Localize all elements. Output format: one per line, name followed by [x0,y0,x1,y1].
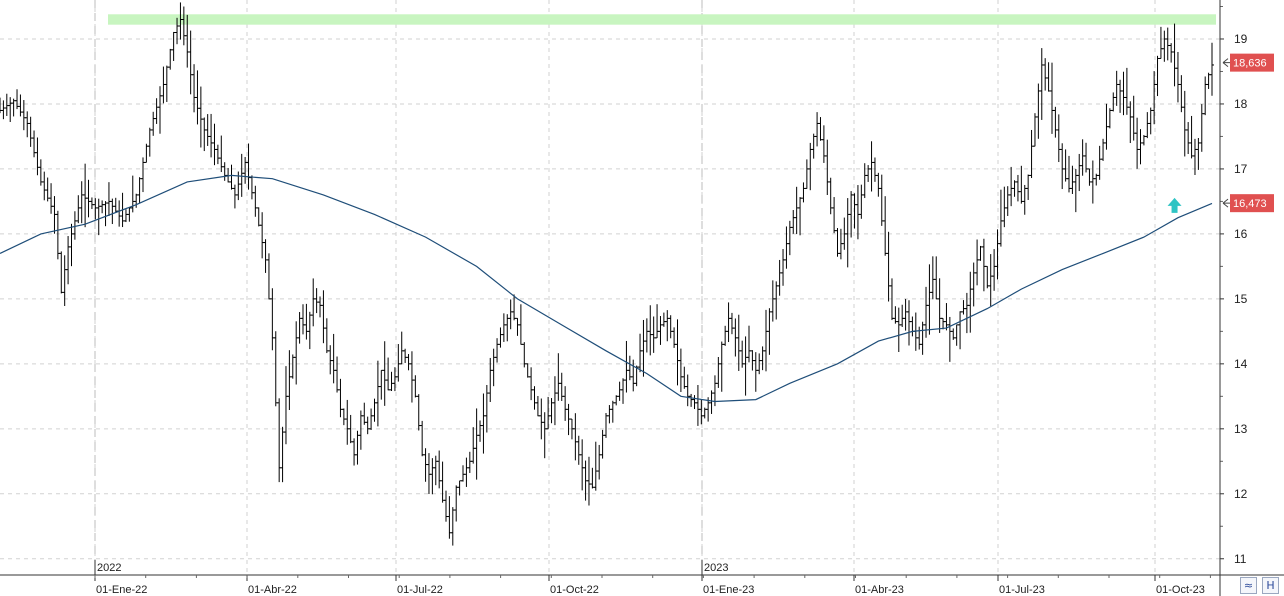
x-tick-label: 01-Jul-23 [999,584,1045,596]
year-label: 2023 [704,562,728,574]
last-price-tag-box [1230,53,1274,72]
save-icon[interactable]: H [1262,577,1279,594]
x-tick-label: 01-Abr-22 [248,584,297,596]
moving-average-group [0,174,1213,403]
y-tick-label: 16 [1234,227,1248,241]
signal-arrow-group [1167,197,1182,213]
moving-average-tag-label: 16,473 [1233,198,1267,210]
y-tick-label: 12 [1234,487,1248,501]
x-tick-label: 01-Jul-22 [397,584,443,596]
last-price-tag-label: 18,636 [1233,58,1267,70]
x-axis: 01-Ene-22 01-Abr-22 01-Jul-22 01-Oct-22 01-E… [0,560,1284,596]
y-tick-label: 11 [1234,552,1247,566]
resistance-band-group [108,14,1216,25]
moving-average-tag-box [1230,194,1274,213]
grid [0,0,1220,575]
y-tick-label: 17 [1234,162,1248,176]
moving-average-line [0,174,1213,403]
y-axis: 19 18 17 16 15 14 13 12 11 [1219,0,1248,596]
moving-average-tag-pointer [1222,198,1231,208]
x-tick-label: 01-Oct-23 [1156,584,1205,596]
resistance-band [108,14,1216,25]
year-label: 2022 [97,562,121,574]
y-tick-label: 18 [1234,97,1248,111]
last-price-tag-pointer [1222,58,1231,68]
price-bars [0,2,1214,546]
x-tick-label: 01-Abr-23 [855,584,904,596]
value-tags: 18,636 16,473 [1222,53,1274,213]
up-arrow-icon [1167,197,1182,213]
x-tick-label: 01-Ene-23 [703,584,754,596]
zoom-wave-icon[interactable]: ≈ [1240,577,1257,594]
x-tick-label: 01-Oct-22 [550,584,599,596]
y-tick-label: 19 [1234,32,1248,46]
y-tick-label: 13 [1234,422,1248,436]
x-tick-label: 01-Ene-22 [96,584,147,596]
y-tick-label: 14 [1234,357,1248,371]
y-tick-label: 15 [1234,292,1248,306]
